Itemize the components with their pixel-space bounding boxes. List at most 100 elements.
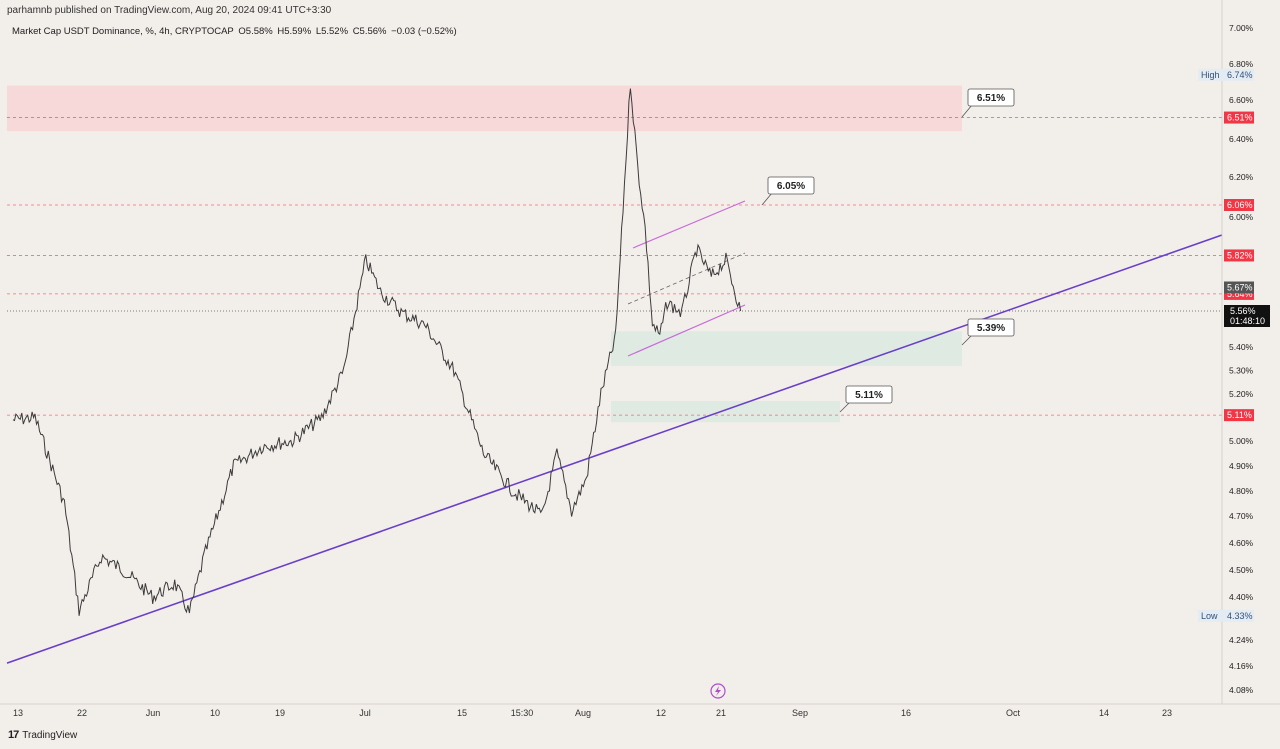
- callout-pointer-2: [961, 334, 973, 346]
- x-tick-6: 15: [457, 708, 467, 718]
- level-badge-0-bg: [1224, 111, 1254, 124]
- ohlc-open: O5.58%: [238, 26, 273, 37]
- channel-layer: [627, 200, 746, 357]
- x-axis: 13 22 Jun 10 19 Jul 15 15:30 Aug 12 21 Sep 16 Oct 14 23: [0, 683, 1280, 718]
- levels-layer: [7, 117, 1222, 416]
- x-tick-12: 16: [901, 708, 911, 718]
- callout-pointer-1: [761, 192, 773, 206]
- y-tick-2: 6.60%: [1229, 95, 1254, 105]
- callout-box-1: [767, 176, 815, 195]
- level-badge-0-text: 6.51%: [1227, 113, 1253, 123]
- x-tick-11: Sep: [792, 708, 808, 718]
- level-badge-4-text: 5.11%: [1227, 410, 1252, 420]
- level-badge-3-text: 5.64%: [1227, 289, 1253, 299]
- x-tick-10: 21: [716, 708, 726, 718]
- y-tick-16: 4.24%: [1229, 635, 1254, 645]
- callout-label-3: 5.11%: [855, 390, 883, 401]
- channel-lower: [627, 304, 746, 357]
- last-price-value: 5.56%: [1230, 306, 1256, 316]
- callout-box-0: [967, 88, 1015, 107]
- y-tick-3: 6.40%: [1229, 134, 1254, 144]
- level-badge-2-bg: [1224, 249, 1254, 262]
- support-trendline: [6, 234, 1223, 664]
- callout-label-0: 6.51%: [977, 93, 1005, 104]
- price-badges: 6.51% 6.06% 5.82% 5.64% 5.11% 5.67% 5.56%01:48…: [1198, 68, 1270, 622]
- y-tick-6: 5.40%: [1229, 342, 1254, 352]
- last-price-countdown: 01:48:10: [1230, 316, 1265, 326]
- callout-label-1: 6.05%: [777, 181, 805, 192]
- last-price-badge: [1224, 305, 1270, 327]
- high-value: 6.74%: [1227, 70, 1253, 80]
- tv-logo-icon: 17: [8, 729, 19, 741]
- tv-brand-label: TradingView: [22, 729, 78, 741]
- callout-pointer-0: [961, 104, 973, 118]
- y-tick-14: 4.50%: [1229, 565, 1254, 575]
- x-tick-1: 22: [77, 708, 87, 718]
- x-tick-3: 10: [210, 708, 220, 718]
- x-tick-7: 15:30: [511, 708, 534, 718]
- tradingview-logo[interactable]: 17 TradingView: [8, 729, 77, 741]
- high-label: High: [1201, 70, 1220, 80]
- zone-0: [7, 85, 962, 132]
- lightning-icon-bolt: [715, 686, 721, 696]
- low-label: Low: [1201, 611, 1218, 621]
- low-label-bg: [1198, 609, 1224, 622]
- level-badge-4-bg: [1224, 409, 1254, 422]
- prev-badge-bg: [1224, 281, 1254, 294]
- high-value-bg: [1224, 68, 1254, 81]
- callout-pointer-3: [839, 401, 851, 413]
- y-tick-10: 4.90%: [1229, 461, 1254, 471]
- y-tick-13: 4.60%: [1229, 538, 1254, 548]
- callout-box-2: [967, 318, 1015, 337]
- level-badge-2-text: 5.82%: [1227, 250, 1253, 260]
- ohlc-high: H5.59%: [277, 26, 312, 37]
- x-tick-0: 13: [13, 708, 23, 718]
- zone-1: [611, 331, 962, 366]
- trendline-layer: [6, 234, 1223, 664]
- y-tick-18: 4.08%: [1229, 685, 1254, 695]
- x-tick-15: 23: [1162, 708, 1172, 718]
- y-tick-4: 6.20%: [1229, 172, 1254, 182]
- symbol-info: Market Cap USDT Dominance, %, 4h, CRYPTO…: [12, 26, 459, 37]
- x-tick-8: Aug: [575, 708, 591, 718]
- channel-upper: [632, 200, 746, 249]
- high-label-bg: [1198, 68, 1224, 81]
- ohlc-change: −0.03 (−0.52%): [391, 26, 457, 37]
- y-tick-5: 6.00%: [1229, 212, 1254, 222]
- x-tick-4: 19: [275, 708, 285, 718]
- y-tick-9: 5.00%: [1229, 436, 1254, 446]
- y-tick-15: 4.40%: [1229, 592, 1254, 602]
- series-layer: [12, 88, 742, 616]
- y-axis: 7.00% 6.80% 6.60% 6.40% 6.20% 6.00% 5.40% 5.30%…: [1221, 0, 1254, 704]
- y-tick-7: 5.30%: [1229, 366, 1254, 376]
- publisher-line: parhamnb published on TradingView.com, A…: [7, 5, 332, 16]
- zone-2: [611, 401, 840, 423]
- level-badge-1-text: 6.06%: [1227, 200, 1253, 210]
- x-tick-5: Jul: [359, 708, 371, 718]
- channel-mid: [627, 252, 746, 305]
- y-tick-11: 4.80%: [1229, 486, 1254, 496]
- zones-layer: [7, 85, 962, 423]
- callout-label-2: 5.39%: [977, 323, 1005, 334]
- x-tick-9: 12: [656, 708, 666, 718]
- x-tick-14: 14: [1099, 708, 1109, 718]
- low-value-bg: [1224, 609, 1254, 622]
- callouts-layer: 6.51% 6.05% 5.39% 5.11%: [761, 88, 1015, 413]
- y-tick-0: 7.00%: [1229, 23, 1254, 33]
- y-tick-1: 6.80%: [1229, 59, 1254, 69]
- level-badge-1-bg: [1224, 199, 1254, 211]
- ohlc-close: C5.56%: [352, 26, 387, 37]
- prev-badge-text: 5.67%: [1227, 283, 1253, 293]
- price-series: [12, 88, 742, 616]
- ohlc-low: L5.52%: [315, 26, 349, 37]
- y-tick-17: 4.16%: [1229, 661, 1254, 671]
- y-tick-8: 5.20%: [1229, 389, 1254, 399]
- symbol-name[interactable]: Market Cap USDT Dominance, %, 4h, CRYPTO…: [12, 26, 234, 37]
- lightning-icon: [710, 683, 726, 699]
- y-tick-12: 4.70%: [1229, 511, 1254, 521]
- x-tick-2: Jun: [146, 708, 161, 718]
- x-tick-13: Oct: [1006, 708, 1021, 718]
- low-value: 4.33%: [1227, 611, 1253, 621]
- callout-box-3: [845, 385, 893, 404]
